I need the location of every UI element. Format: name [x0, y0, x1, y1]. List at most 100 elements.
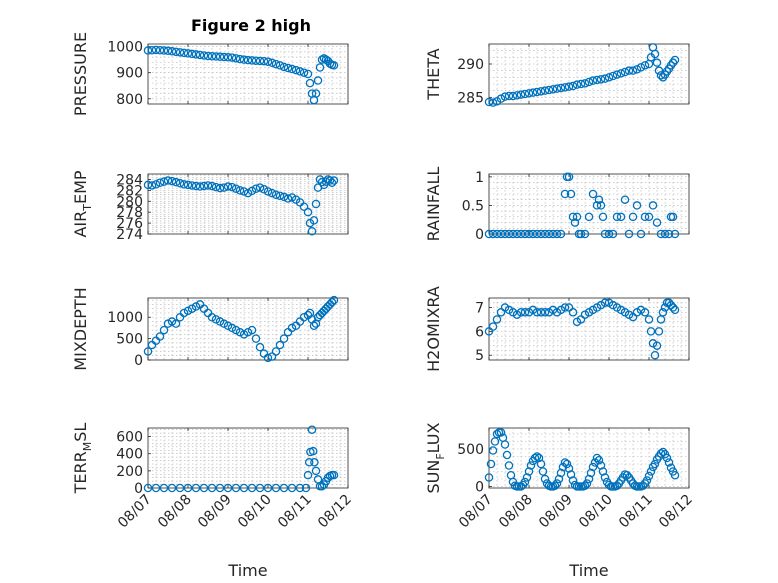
data-point	[552, 229, 562, 239]
data-point	[668, 303, 678, 312]
data-point	[536, 87, 546, 96]
grid-lines	[148, 298, 348, 360]
data-point	[612, 212, 622, 222]
y-axis-label: THETA	[424, 48, 443, 100]
y-tick-label: 0	[475, 227, 484, 243]
data-point	[311, 199, 321, 209]
data-point	[255, 483, 265, 493]
data-point	[488, 229, 498, 239]
y-axis-label: PRESSURE	[71, 32, 90, 116]
data-point	[670, 470, 680, 480]
y-tick-label: 1000	[107, 310, 143, 326]
data-point	[548, 85, 558, 94]
data-point	[235, 54, 245, 64]
data-series	[143, 295, 339, 363]
data-point	[183, 49, 193, 58]
data-point	[275, 340, 285, 350]
data-point	[656, 71, 666, 80]
data-point	[247, 483, 257, 493]
data-point	[646, 467, 656, 476]
x-tick-label: 08/10	[235, 492, 275, 532]
data-point	[307, 227, 317, 236]
data-point	[167, 483, 177, 493]
data-point	[492, 229, 502, 239]
data-point	[187, 181, 197, 190]
data-point	[299, 202, 309, 211]
data-point	[255, 342, 265, 352]
data-point	[299, 312, 309, 322]
data-point	[191, 302, 201, 311]
x-tick-label: 08/12	[315, 492, 355, 532]
data-point	[291, 65, 301, 75]
x-axis-label: Time	[568, 561, 608, 580]
data-point	[179, 48, 189, 58]
data-point	[504, 229, 514, 239]
y-tick-label: 6	[475, 324, 484, 340]
data-point	[327, 298, 337, 307]
data-point	[670, 55, 680, 65]
data-point	[490, 437, 500, 446]
data-point	[640, 212, 650, 222]
data-point	[191, 50, 201, 59]
data-point	[155, 332, 165, 341]
data-point	[636, 229, 646, 239]
data-point	[183, 306, 193, 316]
data-point	[271, 190, 281, 199]
data-point	[668, 212, 678, 222]
data-point	[512, 91, 522, 100]
data-point	[271, 483, 281, 493]
data-point	[526, 461, 536, 470]
data-point	[167, 47, 177, 56]
data-point	[283, 63, 293, 73]
data-point	[632, 65, 642, 74]
data-point	[223, 483, 233, 493]
data-point	[215, 52, 225, 62]
data-point	[317, 482, 327, 491]
data-point	[600, 74, 610, 83]
data-point	[654, 327, 664, 336]
subplot-theta: 285 290 THETA	[424, 43, 690, 107]
data-point	[325, 59, 335, 68]
y-tick-label: 282	[116, 183, 143, 199]
data-point	[500, 440, 510, 449]
y-tick-label: 1000	[107, 40, 143, 56]
data-point	[496, 229, 506, 239]
data-point	[654, 66, 664, 75]
data-point	[215, 183, 225, 193]
subplot-pressure: 800 900 1000 PRESSURE	[71, 32, 349, 116]
y-axis-label: TERRMSL	[71, 423, 94, 495]
y-tick-label: 200	[116, 464, 143, 480]
data-point	[600, 473, 610, 482]
data-point	[329, 295, 339, 305]
data-point	[484, 97, 494, 107]
data-point	[155, 46, 165, 55]
data-point	[612, 70, 622, 79]
data-point	[636, 63, 646, 72]
y-tick-label: 278	[116, 205, 143, 221]
data-point	[652, 218, 662, 227]
data-point	[271, 347, 281, 356]
data-point	[598, 212, 608, 222]
data-point	[566, 189, 576, 199]
data-point	[624, 229, 634, 239]
data-point	[486, 459, 496, 469]
data-series	[143, 175, 339, 236]
data-point	[484, 229, 494, 239]
data-point	[151, 483, 161, 493]
data-point	[167, 176, 177, 186]
data-point	[163, 46, 173, 56]
data-point	[313, 76, 323, 85]
data-point	[568, 308, 578, 317]
data-point	[502, 450, 512, 460]
data-point	[650, 49, 660, 59]
data-point	[588, 189, 598, 199]
data-point	[243, 55, 253, 65]
data-point	[263, 483, 273, 493]
data-point	[638, 481, 648, 490]
data-point	[496, 428, 506, 437]
axes-box	[488, 43, 690, 105]
y-axis-label: H2OMIXRA	[424, 286, 443, 372]
data-point	[520, 89, 530, 99]
